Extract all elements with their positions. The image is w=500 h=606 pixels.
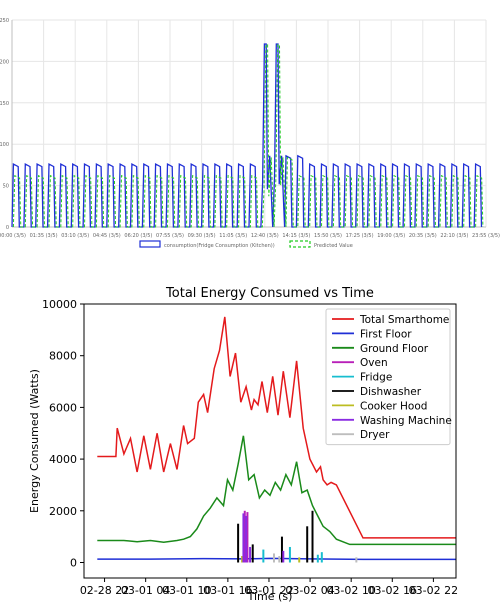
x-tick-label: 02-28 22 [80,584,129,597]
x-tick-label: 03-02 22 [409,584,458,597]
x-tick-label: 03-02 16 [368,584,417,597]
y-tick-label: 8000 [49,350,77,363]
y-tick-label: 2000 [49,505,77,518]
y-tick-label: 6000 [49,401,77,414]
x-tick-label: 03:10 (3/5) [61,233,89,239]
y-tick-label: 0 [6,225,9,231]
x-tick-label: 01:35 (3/5) [30,233,58,239]
legend-label[interactable]: Predicted Value [314,243,353,249]
x-tick-label: 11:05 (3/5) [219,233,247,239]
y-axis-label: Energy Consumed (Watts) [28,369,41,513]
y-tick-label: 150 [0,101,9,107]
x-axis-label: Time (s) [247,590,293,603]
plot-frame [83,303,457,579]
fridge-series [11,43,484,228]
legend-label[interactable]: Dryer [360,429,390,441]
y-tick-label: 100 [0,142,9,148]
legend-label[interactable]: Oven [360,357,388,369]
total-series [97,316,456,563]
x-tick-label: 03-01 16 [203,584,252,597]
legend-label[interactable]: Dishwasher [360,386,422,398]
x-tick-label: 09:30 (3/5) [188,233,216,239]
fridge-consumption-chart: 0 50 100 150 200 250 00:00 (3/5) 01:35 (3/5) 03:… [0,18,500,249]
x-tick-label: 07:55 (3/5) [156,233,184,239]
y-tick-label: 4000 [49,453,77,466]
y-tick-label: 250 [0,18,9,24]
total-legend[interactable]: Total Smarthome First Floor Ground Floor Ov… [325,308,452,446]
legend-label[interactable]: Total Smarthome [359,314,449,326]
legend-swatch [289,240,311,248]
total-energy-chart: Total Energy Consumed vs Time 0 2000 4000 6… [28,286,458,603]
legend-label[interactable]: Cooker Hood [360,400,427,412]
x-tick-label: 14:15 (3/5) [282,233,310,239]
x-tick-label: 12:40 (3/5) [251,233,279,239]
legend-label[interactable]: Fridge [360,372,392,384]
y-tick-label: 0 [70,556,77,569]
fridge-series-line [12,44,484,228]
x-tick-label: 03-02 10 [326,584,375,597]
chart-title: Total Energy Consumed vs Time [165,286,374,301]
fridge-legend[interactable]: consumption(Fridge Consumption (Kitchen)… [139,240,353,249]
legend-swatch [139,240,161,248]
x-tick-label: 04:45 (3/5) [93,233,121,239]
x-tick-label: 15:50 (3/5) [314,233,342,239]
series-line [97,316,456,539]
y-tick-label: 200 [0,59,9,65]
series-line [97,435,456,546]
legend-label[interactable]: Ground Floor [360,343,429,355]
x-tick-label: 03-01 10 [162,584,211,597]
x-tick-label: 06:20 (3/5) [124,233,152,239]
x-tick-label: 03-01 04 [121,584,170,597]
x-tick-label: 03-01 22 [244,584,293,597]
fridge-grid [11,19,487,228]
series-line [97,557,456,561]
legend-label[interactable]: consumption(Fridge Consumption (Kitchen)… [164,243,275,249]
y-tick-label: 50 [3,184,9,190]
legend-box [325,308,451,446]
y-tick-label: 10000 [42,298,77,311]
x-tick-label: 22:10 (3/5) [440,233,468,239]
legend-label[interactable]: First Floor [360,328,412,340]
x-tick-label: 20:35 (3/5) [409,233,437,239]
x-tick-label: 17:25 (3/5) [346,233,374,239]
x-tick-label: 23:55 (3/5) [472,233,500,239]
x-tick-label: 00:00 (3/5) [0,233,26,239]
x-tick-label: 03-02 04 [285,584,334,597]
x-tick-label: 19:00 (3/5) [377,233,405,239]
legend-label[interactable]: Washing Machine [360,415,452,427]
